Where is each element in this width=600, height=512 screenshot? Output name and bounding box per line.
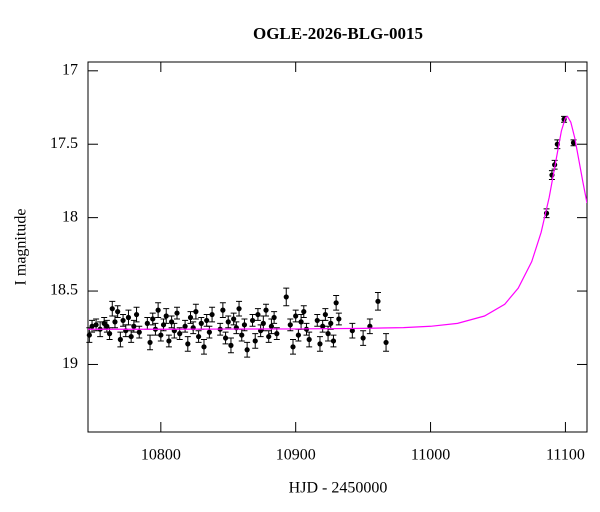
data-point [93, 322, 99, 328]
data-point [271, 314, 277, 321]
data-point [144, 320, 150, 326]
data-point [174, 310, 180, 316]
data-point [187, 314, 194, 321]
data-point [163, 313, 169, 319]
data-point [328, 320, 334, 326]
data-point [209, 311, 215, 318]
data-point [325, 331, 331, 337]
data-point [383, 339, 389, 346]
data-point [367, 323, 373, 329]
data-point [120, 317, 126, 324]
data-point [333, 300, 339, 306]
y-tick-label: 17 [62, 61, 78, 78]
data-point [298, 319, 304, 325]
data-point [112, 319, 118, 325]
data-point [195, 333, 202, 340]
y-tick-label: 17.5 [50, 135, 78, 152]
data-point [317, 341, 323, 347]
y-tick-label: 18.5 [50, 282, 78, 299]
data-point [293, 313, 299, 319]
data-point [125, 314, 132, 321]
plot-frame [87, 61, 588, 433]
data-point [249, 317, 256, 324]
y-tick-label: 18 [62, 208, 78, 225]
data-point [158, 332, 164, 338]
data-point [150, 316, 156, 322]
data-point [314, 317, 320, 324]
data-point [201, 344, 207, 350]
data-point [252, 338, 258, 344]
data-point [231, 316, 237, 322]
data-point [290, 344, 296, 350]
data-point [322, 311, 328, 318]
data-point [320, 323, 326, 329]
data-point [147, 339, 153, 346]
data-point [185, 341, 191, 347]
data-point [283, 294, 289, 300]
data-point [109, 306, 115, 312]
y-tick-label: 19 [62, 355, 78, 372]
data-point [131, 323, 137, 329]
data-point [349, 328, 355, 334]
data-point [182, 323, 188, 329]
data-point [268, 323, 275, 329]
data-point [375, 298, 381, 304]
data-point [266, 333, 272, 340]
data-point [228, 342, 234, 348]
data-point [336, 316, 342, 322]
x-tick-label: 11000 [411, 447, 450, 464]
data-point [133, 311, 140, 318]
data-point [241, 322, 248, 328]
data-point [260, 320, 266, 326]
x-tick-label: 10900 [276, 447, 316, 464]
data-point [306, 336, 312, 343]
data-point [86, 332, 92, 338]
data-point [222, 335, 229, 341]
data-point [236, 306, 242, 312]
data-point [360, 335, 366, 341]
data-point [115, 309, 121, 315]
x-tick-label: 10800 [141, 447, 181, 464]
data-point [220, 307, 226, 313]
data-point [295, 332, 301, 338]
data-point [136, 329, 142, 335]
data-point [570, 140, 577, 146]
data-point [128, 333, 134, 340]
data-point [89, 323, 95, 329]
data-point [204, 317, 210, 324]
chart-title: OGLE-2026-BLG-0015 [253, 24, 423, 43]
data-point [155, 307, 161, 313]
data-point [301, 309, 307, 315]
data-point [193, 309, 199, 315]
data-point [239, 332, 245, 338]
x-tick-label: 11100 [546, 447, 585, 464]
model-curve [88, 115, 587, 330]
data-point [106, 331, 113, 337]
data-point [225, 319, 231, 325]
data-point [263, 307, 269, 313]
data-point [206, 329, 212, 335]
data-point [198, 320, 204, 326]
data-point [117, 336, 123, 343]
data-point [177, 331, 183, 337]
x-axis-label: HJD - 2450000 [289, 480, 388, 497]
data-point [255, 311, 261, 318]
data-point [330, 338, 337, 344]
data-point [287, 322, 293, 328]
data-point [274, 331, 280, 337]
data-point [166, 338, 172, 344]
y-axis-label: I magnitude [13, 209, 30, 286]
data-point [244, 347, 250, 353]
